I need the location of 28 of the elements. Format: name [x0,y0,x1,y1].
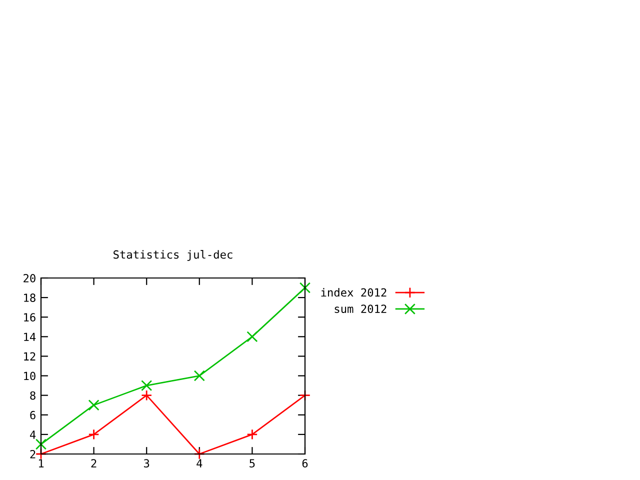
legend-label: index 2012 [321,288,386,297]
point [88,428,100,440]
y-tick-label: 8 [30,391,36,400]
y-tick-label: 10 [24,372,36,380]
legend-label: sum 2012 [334,304,386,314]
y-tick-label: 14 [24,332,36,341]
point [299,282,311,294]
x-tick-label: 3 [144,459,150,468]
point [194,370,205,382]
y-tick-label: 2 [30,450,36,458]
y-tick-label: 6 [30,410,36,420]
y-tick-label: 4 [30,430,36,439]
chart-title: Statistics jul-dec [114,250,232,261]
point [141,390,152,401]
y-tick-label: 12 [24,352,36,360]
x-tick-label: 2 [91,459,96,468]
point [88,400,100,411]
y-tick-label: 20 [24,274,36,282]
y-tick-label: 18 [24,294,36,302]
x-tick-label: 1 [38,459,44,468]
y-tick-label: 16 [24,313,36,322]
x-tick-label: 6 [302,459,308,468]
x-tick-label: 4 [196,459,202,468]
x-tick-label: 5 [250,459,255,468]
point [246,331,258,342]
point [35,438,47,450]
point [141,380,152,392]
point [246,428,258,440]
